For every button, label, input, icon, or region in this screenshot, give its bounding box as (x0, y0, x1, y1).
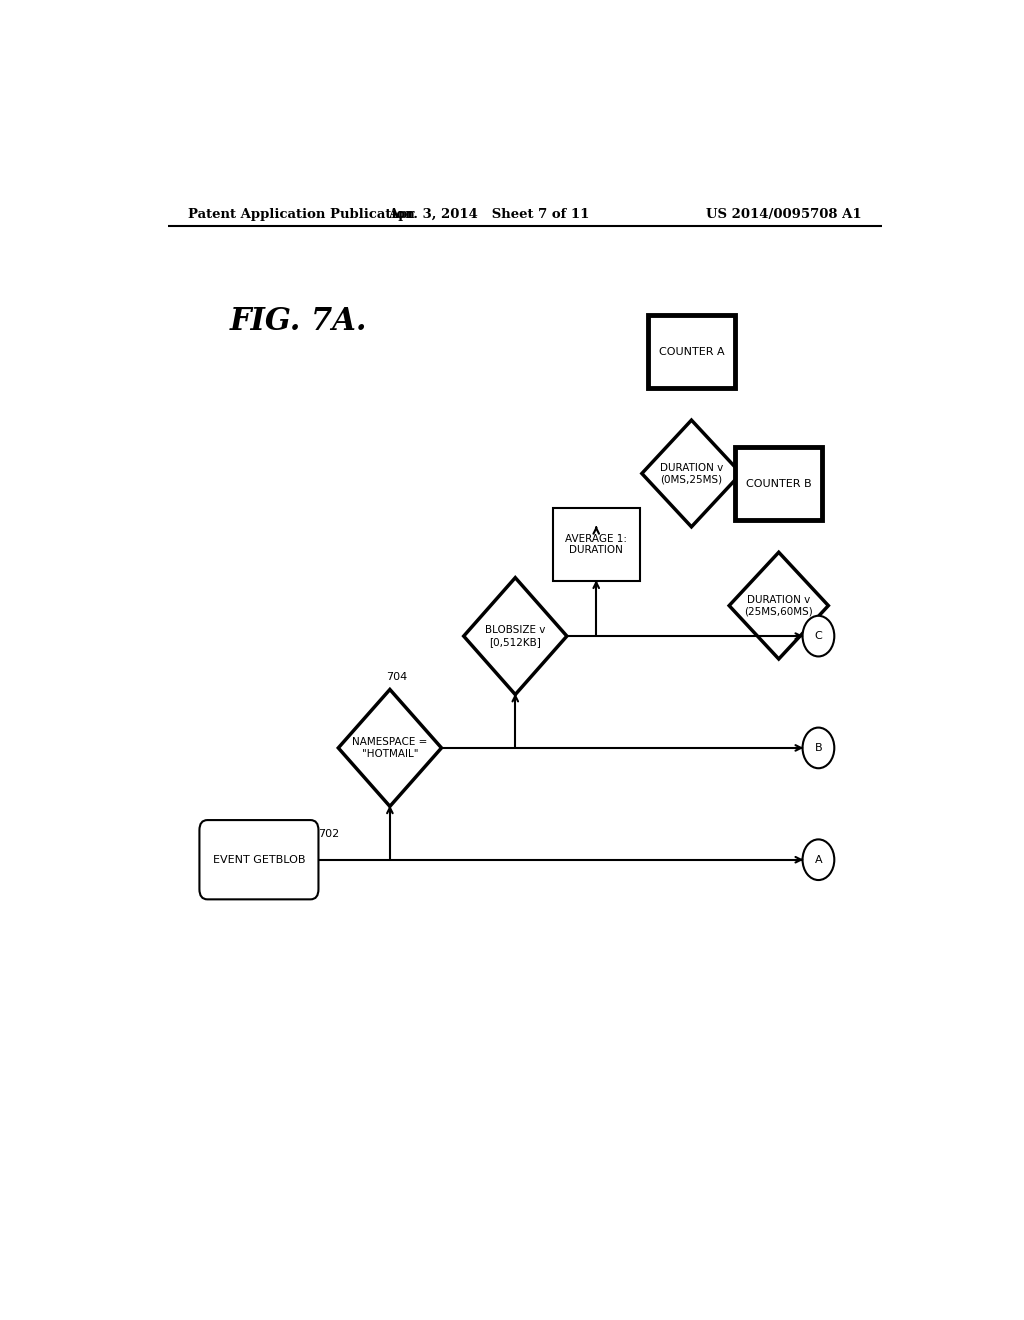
Circle shape (803, 727, 835, 768)
Text: FIG. 7A.: FIG. 7A. (229, 305, 368, 337)
Text: DURATION v
(25MS,60MS): DURATION v (25MS,60MS) (744, 595, 813, 616)
Text: DURATION v
(0MS,25MS): DURATION v (0MS,25MS) (659, 463, 723, 484)
Text: 704: 704 (386, 672, 408, 682)
Text: COUNTER A: COUNTER A (658, 347, 724, 356)
Bar (553, 508, 640, 581)
Text: Patent Application Publication: Patent Application Publication (187, 207, 415, 220)
Text: EVENT GETBLOB: EVENT GETBLOB (213, 855, 305, 865)
Text: BLOBSIZE v
[0,512KB]: BLOBSIZE v [0,512KB] (485, 626, 546, 647)
Text: C: C (814, 631, 822, 642)
Text: US 2014/0095708 A1: US 2014/0095708 A1 (707, 207, 862, 220)
Text: A: A (815, 855, 822, 865)
Text: Apr. 3, 2014   Sheet 7 of 11: Apr. 3, 2014 Sheet 7 of 11 (388, 207, 590, 220)
Text: NAMESPACE =
"HOTMAIL": NAMESPACE = "HOTMAIL" (352, 737, 428, 759)
Text: B: B (815, 743, 822, 752)
Bar (648, 315, 735, 388)
FancyBboxPatch shape (200, 820, 318, 899)
Circle shape (803, 840, 835, 880)
Bar (735, 447, 822, 520)
Text: COUNTER B: COUNTER B (745, 479, 812, 488)
Text: AVERAGE 1:
DURATION: AVERAGE 1: DURATION (565, 533, 628, 556)
Text: 702: 702 (318, 829, 340, 840)
Circle shape (803, 615, 835, 656)
